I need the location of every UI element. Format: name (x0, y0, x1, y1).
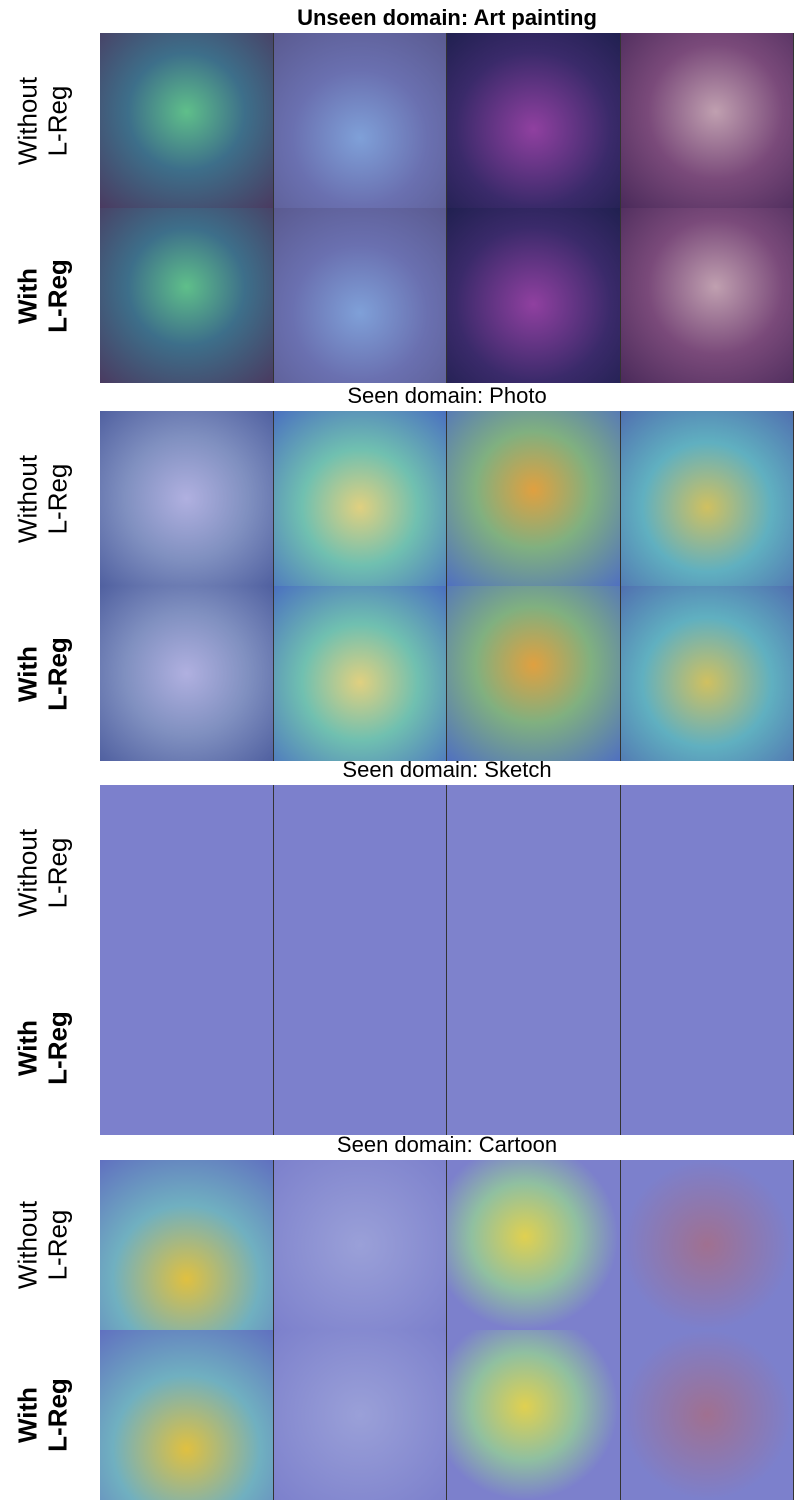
label-line: With (13, 1387, 43, 1443)
label-line: Without (13, 1201, 43, 1289)
image-cell (447, 960, 621, 1135)
image-cell (621, 1330, 794, 1500)
image-cell (274, 960, 448, 1135)
label-line: L-Reg (43, 837, 73, 908)
image-cell (621, 1160, 794, 1330)
image-cell (621, 785, 794, 960)
label-line: With (13, 645, 43, 701)
label-line: L-Reg (43, 637, 73, 711)
image-cell (447, 411, 621, 586)
label-line: L-Reg (43, 1011, 73, 1085)
image-cell (621, 33, 794, 208)
image-cell (274, 208, 448, 383)
image-cell (447, 208, 621, 383)
label-line: L-Reg (43, 1378, 73, 1452)
image-cell (621, 411, 794, 586)
image-cell (100, 411, 274, 586)
label-line: Without (13, 828, 43, 916)
image-cell (100, 785, 274, 960)
image-cell (447, 586, 621, 761)
image-cell (100, 208, 274, 383)
image-cell (621, 960, 794, 1135)
section-title: Seen domain: Cartoon (100, 1133, 794, 1157)
image-cell (274, 785, 448, 960)
image-cell (274, 33, 448, 208)
section-title: Unseen domain: Art painting (100, 6, 794, 30)
label-line: L-Reg (43, 463, 73, 534)
label-line: L-Reg (43, 259, 73, 333)
image-cell (274, 1330, 448, 1500)
image-cell (447, 1160, 621, 1330)
image-cell (274, 586, 448, 761)
label-line: With (13, 267, 43, 323)
image-cell (447, 1330, 621, 1500)
image-cell (447, 33, 621, 208)
image-cell (621, 586, 794, 761)
label-line: L-Reg (43, 1210, 73, 1281)
image-cell (100, 1160, 274, 1330)
label-line: Without (13, 76, 43, 164)
image-cell (274, 411, 448, 586)
image-cell (621, 208, 794, 383)
image-cell (100, 586, 274, 761)
label-line: L-Reg (43, 85, 73, 156)
image-cell (274, 1160, 448, 1330)
image-cell (100, 960, 274, 1135)
section-title: Seen domain: Sketch (100, 758, 794, 782)
image-cell (100, 1330, 274, 1500)
section-title: Seen domain: Photo (100, 384, 794, 408)
label-line: Without (13, 454, 43, 542)
image-cell (447, 785, 621, 960)
label-line: With (13, 1019, 43, 1075)
image-cell (100, 33, 274, 208)
